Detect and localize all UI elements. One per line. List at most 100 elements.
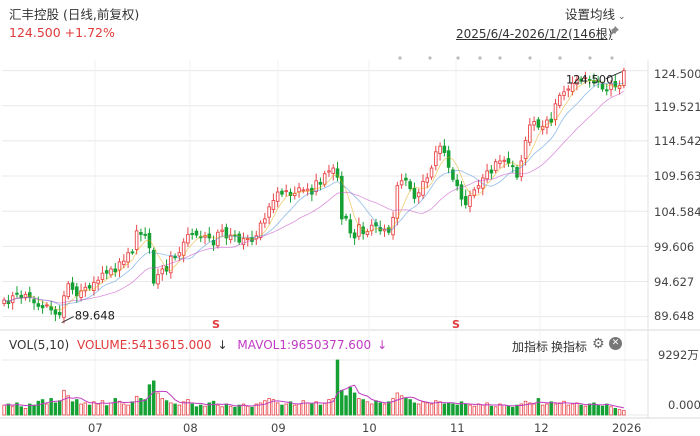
volume-bar (489, 405, 494, 416)
candlestick (203, 235, 207, 238)
volume-bar (49, 398, 53, 416)
date-range-link[interactable]: 2025/6/4-2026/1/2(146根) (456, 27, 613, 41)
volume-bar (408, 399, 412, 416)
volume-bar (254, 403, 259, 416)
candlestick (579, 78, 583, 82)
volume-bar (592, 402, 596, 416)
candlestick (331, 167, 336, 174)
volume-bar (122, 403, 126, 416)
candlestick (66, 283, 71, 298)
volume-bar (233, 406, 237, 416)
candlestick (357, 224, 361, 237)
volume-axis-bottom: 0.000 (668, 398, 700, 412)
volume-bar (481, 404, 485, 416)
volume-bar (271, 399, 276, 416)
month-label: 08 (183, 421, 198, 435)
close-icon[interactable]: ✕ (609, 337, 622, 350)
candlestick (100, 272, 105, 280)
volume-bar (224, 403, 229, 416)
volume-bar (476, 403, 481, 416)
candlestick (493, 161, 498, 171)
volume-bar (442, 403, 447, 416)
volume-bar (228, 405, 233, 416)
volume-bar (369, 403, 374, 416)
volume-bar (446, 402, 451, 416)
candlestick (335, 168, 340, 178)
volume-bar (263, 400, 267, 416)
volume-bar (28, 403, 32, 416)
gear-icon[interactable]: ⚙ (592, 336, 605, 352)
volume-bar (53, 402, 58, 416)
candlestick (280, 190, 284, 195)
price-axis-label: 89.648 (654, 309, 695, 323)
volume-bar (186, 399, 190, 416)
candlestick (365, 231, 370, 235)
candlestick (177, 252, 182, 257)
volume-bar (70, 401, 75, 416)
ma-line (3, 79, 625, 311)
candlestick (604, 89, 609, 92)
candlestick (57, 311, 62, 316)
candlestick (301, 189, 306, 192)
volume-bar (562, 400, 566, 416)
volume-bar (19, 406, 23, 416)
volume-bar (267, 398, 271, 416)
volume-bar (459, 401, 464, 416)
arrow-down-icon: ↓ (217, 338, 228, 352)
volume-bar (45, 403, 49, 416)
candlestick (348, 219, 353, 234)
volume-bar (57, 400, 62, 416)
candlestick (318, 181, 323, 185)
candlestick (404, 177, 408, 181)
ma-settings-label: 设置均线 (565, 7, 616, 22)
volume-bar (288, 401, 293, 416)
candlestick (130, 251, 135, 254)
switch-indicator-button[interactable]: 换指标 (551, 340, 588, 354)
volume-bar (126, 404, 130, 416)
candlestick (241, 238, 246, 246)
volume-bar (203, 405, 207, 416)
volume-bar (387, 401, 391, 416)
volume-bar (434, 400, 438, 416)
candlestick (190, 233, 194, 235)
volume-bar (327, 399, 331, 416)
candlestick (489, 169, 494, 174)
candlestick (40, 305, 45, 309)
candlestick (340, 175, 344, 220)
candlestick (566, 88, 571, 91)
volume-bar (502, 404, 506, 416)
volume-bar (425, 402, 429, 416)
candlestick (510, 165, 515, 168)
price-axis-label: 124.500 (654, 67, 700, 81)
dividend-marker: S (452, 318, 460, 331)
price-axis-label: 94.627 (654, 275, 695, 289)
month-label: 2026 (612, 421, 642, 435)
volume-bar (113, 398, 117, 416)
pin-icon[interactable] (608, 25, 620, 40)
volume-bar (164, 400, 169, 416)
candlestick (468, 195, 472, 207)
add-indicator-button[interactable]: 加指标 (512, 340, 549, 354)
volume-bar (609, 406, 613, 416)
volume-bar (190, 403, 194, 416)
volume-bar (536, 398, 541, 416)
volume-bar (6, 403, 11, 416)
ma-settings-button[interactable]: 设置均线 ⌄ (565, 4, 626, 23)
volume-bar (293, 404, 297, 416)
month-label: 09 (271, 421, 286, 435)
volume-bar (284, 403, 288, 416)
candlestick (557, 94, 562, 106)
volume-bar (199, 404, 203, 416)
volume-bar (622, 410, 626, 416)
candlestick (498, 160, 502, 164)
chevron-down-icon: ⌄ (618, 12, 626, 22)
price-axis-label: 119.521 (654, 100, 700, 114)
volume-bar (429, 403, 434, 416)
candlestick (352, 232, 357, 239)
candlestick (45, 304, 49, 307)
volume-bar (378, 402, 382, 416)
event-marker (456, 56, 460, 60)
candlestick (263, 218, 267, 224)
candlestick (151, 249, 156, 284)
